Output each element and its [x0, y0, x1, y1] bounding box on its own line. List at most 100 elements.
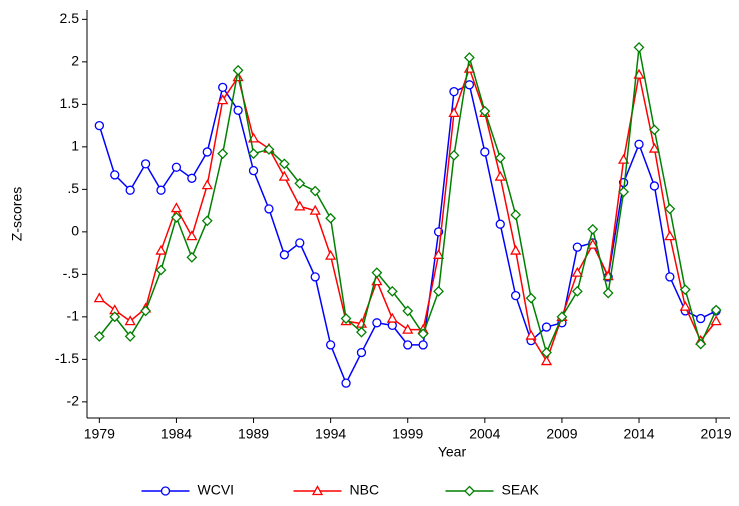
marker	[710, 315, 722, 326]
y-tick-label: -1.5	[55, 350, 79, 366]
marker	[187, 173, 197, 183]
marker	[648, 142, 661, 153]
x-tick-label: 1984	[161, 426, 192, 442]
marker	[556, 311, 568, 323]
x-tick-label: 1989	[238, 426, 269, 442]
marker	[356, 347, 367, 358]
marker	[94, 120, 104, 131]
marker	[541, 347, 552, 358]
marker	[634, 139, 644, 149]
marker	[572, 242, 582, 252]
marker	[448, 107, 460, 117]
marker	[93, 330, 105, 342]
marker	[664, 230, 676, 241]
marker	[371, 267, 383, 279]
marker	[186, 230, 198, 241]
marker	[494, 170, 506, 181]
marker	[295, 238, 305, 248]
marker	[386, 285, 398, 297]
marker	[649, 181, 660, 191]
marker	[525, 329, 537, 340]
marker	[340, 313, 352, 324]
marker	[432, 248, 445, 259]
marker	[202, 147, 212, 157]
marker	[310, 272, 320, 282]
marker	[665, 272, 675, 282]
marker	[124, 315, 136, 326]
x-tick-label: 2014	[623, 426, 654, 442]
legend-marker	[464, 485, 475, 497]
marker	[695, 338, 707, 350]
marker	[186, 251, 198, 263]
x-tick-label: 2009	[546, 426, 577, 442]
marker	[386, 312, 398, 323]
marker	[325, 212, 337, 224]
marker	[155, 264, 167, 276]
marker	[571, 266, 583, 277]
marker	[325, 249, 337, 260]
y-tick-label: -2	[67, 393, 80, 409]
marker	[233, 105, 243, 115]
y-tick-label: .5	[67, 180, 79, 196]
marker	[125, 185, 135, 195]
marker	[232, 64, 244, 76]
marker	[294, 200, 306, 211]
y-axis-title: Z-scores	[9, 187, 25, 241]
marker	[217, 148, 229, 160]
marker	[278, 170, 290, 181]
marker	[495, 219, 505, 229]
x-tick-label: 2004	[469, 426, 500, 442]
marker	[341, 378, 351, 388]
marker	[279, 250, 290, 260]
marker	[156, 185, 166, 195]
marker	[294, 177, 306, 189]
marker	[402, 323, 414, 334]
marker	[587, 238, 599, 249]
marker	[248, 148, 259, 160]
marker	[510, 244, 522, 255]
marker	[171, 162, 182, 172]
marker	[494, 152, 506, 164]
x-tick-label: 1979	[84, 426, 115, 442]
x-tick-label: 1994	[315, 426, 346, 442]
marker	[463, 52, 475, 64]
marker	[372, 318, 382, 328]
y-tick-label: 2.5	[60, 10, 80, 26]
marker	[710, 304, 722, 316]
marker	[618, 186, 630, 198]
marker	[218, 82, 228, 92]
marker	[264, 204, 274, 214]
marker	[217, 94, 229, 105]
marker	[541, 322, 552, 332]
marker	[617, 153, 630, 164]
marker	[248, 165, 259, 176]
marker	[449, 86, 459, 97]
legend-label: WCVI	[198, 482, 235, 498]
marker	[664, 203, 676, 215]
marker	[602, 287, 614, 299]
legend-label: NBC	[350, 482, 380, 498]
marker	[679, 284, 691, 296]
marker	[633, 41, 645, 53]
marker	[93, 292, 105, 303]
y-tick-label: -.5	[63, 265, 80, 281]
legend-marker	[160, 486, 171, 496]
y-tick-label: 1.5	[60, 95, 80, 111]
marker	[480, 147, 490, 157]
legend-label: SEAK	[502, 482, 540, 498]
marker	[510, 209, 522, 221]
marker	[309, 204, 321, 215]
marker	[679, 300, 691, 311]
marker	[403, 340, 413, 350]
marker	[479, 105, 491, 117]
marker	[110, 170, 120, 180]
marker	[571, 285, 583, 297]
marker	[109, 311, 121, 323]
marker	[448, 149, 460, 161]
legend-item: WCVI	[141, 482, 235, 498]
marker	[356, 326, 367, 338]
marker	[170, 202, 183, 213]
marker	[201, 179, 213, 190]
marker	[325, 340, 336, 350]
legend-item: NBC	[293, 482, 380, 498]
